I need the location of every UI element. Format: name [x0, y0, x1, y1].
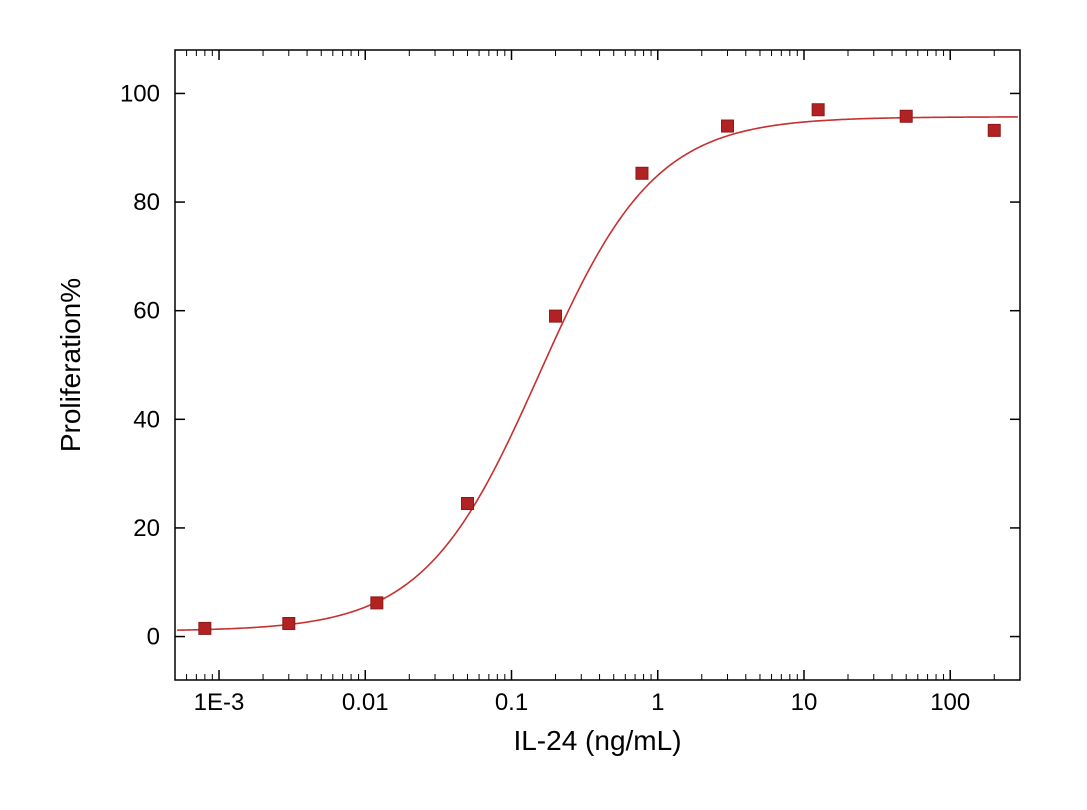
x-axis-label: IL-24 (ng/mL)	[513, 725, 681, 756]
data-marker	[550, 310, 562, 322]
dose-response-chart: 1E-3 0.01 0.1 1 10 100 0 20 40 60 80 100 IL-24 (ng/m…	[0, 0, 1087, 810]
y-axis-label: Proliferation%	[55, 278, 86, 452]
data-marker	[722, 120, 734, 132]
y-tick-label: 60	[133, 298, 160, 325]
y-tick-label: 100	[120, 80, 160, 107]
chart-container: 1E-3 0.01 0.1 1 10 100 0 20 40 60 80 100 IL-24 (ng/m…	[0, 0, 1087, 810]
y-tick-label: 40	[133, 406, 160, 433]
data-marker	[988, 124, 1000, 136]
x-tick-label: 1	[651, 689, 664, 716]
y-tick-label: 80	[133, 189, 160, 216]
x-tick-label: 0.1	[495, 689, 528, 716]
x-tick-label: 0.01	[342, 689, 389, 716]
data-marker	[636, 167, 648, 179]
x-tick-label: 100	[930, 689, 970, 716]
data-marker	[283, 618, 295, 630]
x-tick-label: 1E-3	[194, 689, 245, 716]
data-marker	[900, 110, 912, 122]
y-tick-label: 20	[133, 515, 160, 542]
data-marker	[199, 622, 211, 634]
y-tick-label: 0	[147, 624, 160, 651]
data-marker	[461, 497, 473, 509]
data-marker	[812, 104, 824, 116]
data-marker	[371, 597, 383, 609]
x-tick-label: 10	[791, 689, 818, 716]
